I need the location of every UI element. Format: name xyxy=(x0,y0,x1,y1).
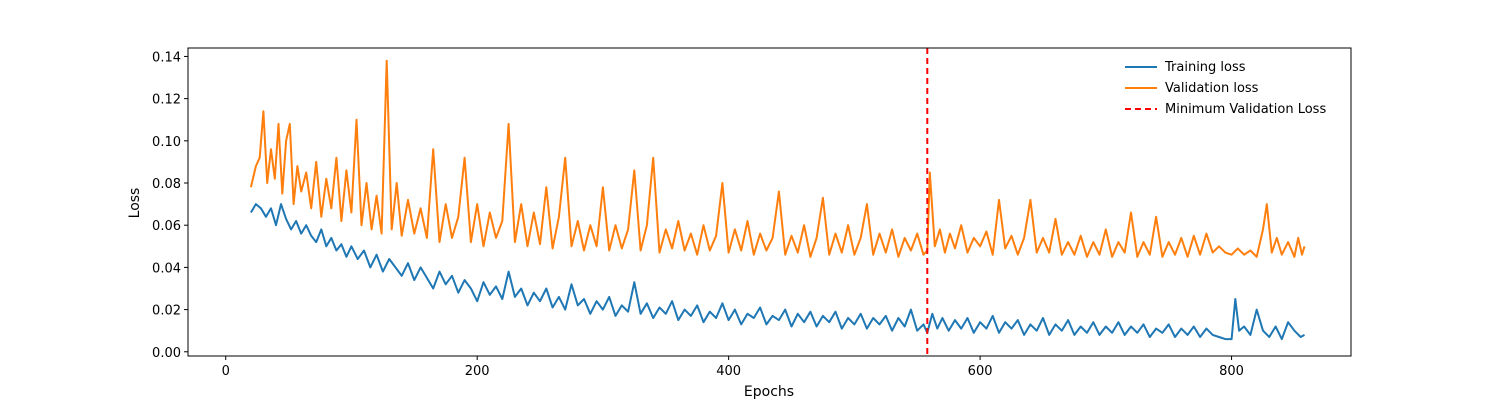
y-tick-label: 0.04 xyxy=(152,261,181,276)
y-tick-label: 0.00 xyxy=(152,346,181,361)
x-tick-label: 0 xyxy=(222,364,230,379)
validation-loss-line xyxy=(249,59,1306,258)
x-axis-label: Epochs xyxy=(744,384,794,400)
y-tick-label: 0.08 xyxy=(152,177,181,192)
x-tick-label: 200 xyxy=(465,364,490,379)
legend-label-validation: Validation loss xyxy=(1165,81,1259,96)
plot-content xyxy=(249,48,1306,356)
x-tick-label: 800 xyxy=(1219,364,1244,379)
y-axis-ticks: 0.00 0.02 0.04 0.06 0.08 0.10 0.12 0.14 xyxy=(152,50,188,361)
y-tick-label: 0.14 xyxy=(152,50,181,65)
y-axis-label: Loss xyxy=(127,188,143,219)
y-tick-label: 0.06 xyxy=(152,219,181,234)
plot-frame xyxy=(187,47,1352,357)
legend-label-minimum: Minimum Validation Loss xyxy=(1165,102,1326,117)
legend-label-training: Training loss xyxy=(1164,60,1246,75)
x-axis-ticks: 0 200 400 600 800 xyxy=(222,356,1244,379)
y-tick-label: 0.02 xyxy=(152,304,181,319)
x-tick-label: 600 xyxy=(968,364,993,379)
x-tick-label: 400 xyxy=(716,364,741,379)
training-loss-line xyxy=(250,203,1305,341)
y-tick-label: 0.10 xyxy=(152,135,181,150)
y-tick-label: 0.12 xyxy=(152,93,181,108)
legend: Training loss Validation loss Minimum Va… xyxy=(1125,60,1326,117)
